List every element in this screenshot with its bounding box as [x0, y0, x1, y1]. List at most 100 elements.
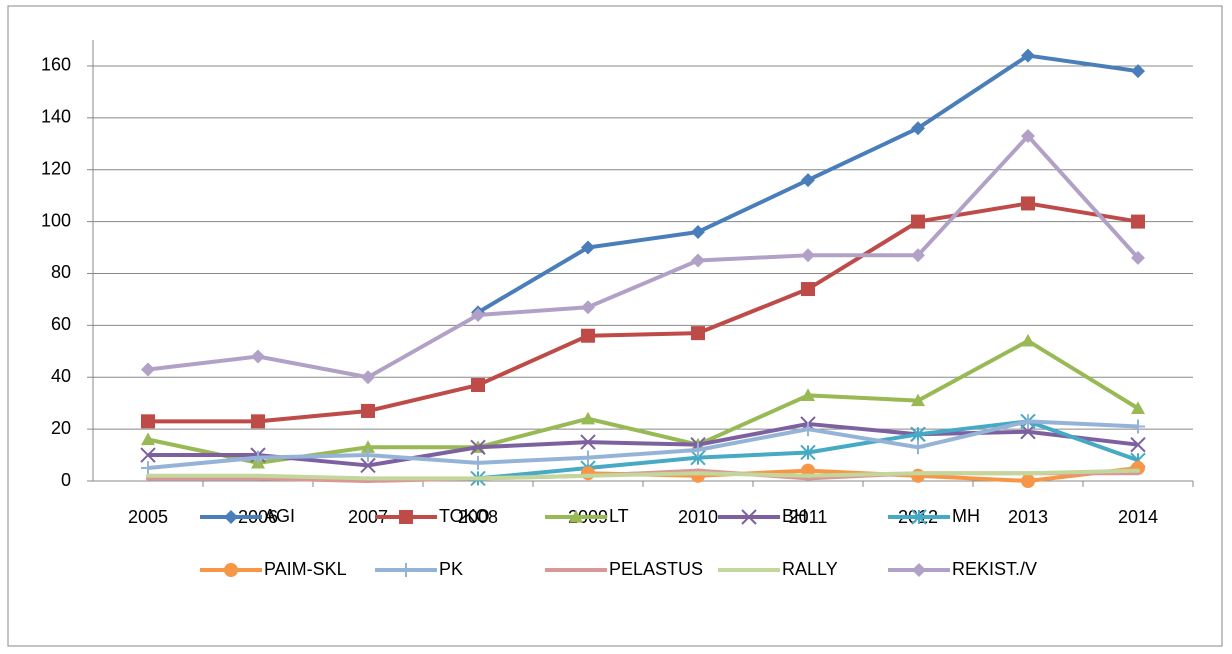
- data-point: [471, 307, 485, 322]
- legend-label: AGI: [264, 506, 295, 526]
- y-tick-label: 40: [51, 366, 71, 386]
- legend-label: MH: [952, 506, 980, 526]
- data-point: [580, 434, 596, 450]
- data-point: [911, 393, 925, 407]
- data-point: [801, 422, 815, 437]
- data-point: [1131, 401, 1145, 414]
- data-point: [141, 362, 155, 377]
- series-line: [147, 419, 1139, 471]
- data-point: [141, 461, 155, 476]
- x-tick-label: 2008: [458, 507, 498, 527]
- data-point: [916, 471, 920, 476]
- data-point: [251, 414, 265, 429]
- data-point: [1021, 196, 1035, 211]
- data-point: [581, 328, 595, 343]
- data-point: [691, 326, 705, 341]
- legend-marker: [224, 510, 238, 524]
- y-tick-label: 100: [41, 210, 71, 230]
- data-point: [910, 426, 926, 443]
- legend-label: PK: [439, 559, 463, 579]
- data-point: [911, 440, 925, 455]
- data-point: [586, 473, 590, 478]
- data-point: [801, 388, 815, 401]
- x-tick-label: 2011: [789, 507, 828, 527]
- data-point: [361, 403, 375, 418]
- series-line: [148, 468, 1139, 481]
- data-point: [911, 468, 925, 483]
- data-point: [581, 466, 595, 481]
- data-point: [1131, 64, 1145, 79]
- data-point: [801, 248, 815, 263]
- data-point: [1021, 128, 1035, 143]
- y-tick-label: 140: [41, 107, 71, 127]
- data-point: [1021, 414, 1035, 429]
- data-point: [911, 214, 925, 229]
- data-point: [581, 411, 595, 425]
- data-point: [1136, 468, 1140, 473]
- data-point: [141, 414, 155, 429]
- data-point: [691, 253, 705, 268]
- data-point: [140, 447, 156, 463]
- data-point: [146, 473, 150, 478]
- x-tick-label: 2007: [348, 507, 388, 527]
- x-tick-label: 2005: [128, 507, 168, 527]
- data-point: [1131, 250, 1145, 265]
- y-tick-label: 120: [41, 158, 71, 178]
- chart-border: [7, 5, 1223, 647]
- legend-marker: [399, 563, 413, 577]
- y-tick-label: 0: [61, 470, 71, 490]
- data-point: [806, 473, 810, 478]
- x-tick-label: 2013: [1008, 507, 1048, 527]
- legend-marker: [399, 510, 413, 524]
- legend-label: BH: [782, 506, 807, 526]
- legend-label: PELASTUS: [609, 559, 703, 579]
- data-point: [361, 448, 375, 463]
- data-point: [691, 442, 705, 457]
- data-point: [141, 432, 155, 446]
- data-point: [801, 173, 815, 188]
- x-tick-label: 2014: [1118, 507, 1158, 527]
- y-tick-label: 160: [41, 55, 71, 75]
- data-point: [911, 248, 925, 263]
- series-line: [147, 133, 1140, 380]
- data-point: [256, 473, 260, 478]
- data-point: [800, 444, 816, 461]
- data-point: [581, 300, 595, 315]
- legend-marker: [911, 509, 927, 525]
- data-point: [470, 439, 486, 455]
- legend-label: RALLY: [782, 559, 838, 579]
- data-point: [1026, 471, 1030, 476]
- legend-label: TOKO: [439, 506, 490, 526]
- series-line: [148, 201, 1139, 424]
- legend-label: REKIST./V: [952, 559, 1037, 579]
- data-point: [1130, 436, 1146, 453]
- legend-label: LT: [609, 506, 629, 526]
- y-tick-label: 80: [51, 262, 71, 282]
- data-point: [691, 224, 705, 239]
- x-tick-label: 2010: [678, 507, 718, 527]
- data-point: [1021, 333, 1035, 347]
- data-point: [581, 240, 595, 255]
- data-point: [251, 349, 265, 364]
- data-point: [1021, 474, 1035, 488]
- data-point: [471, 455, 485, 470]
- y-tick-label: 20: [51, 418, 71, 438]
- data-point: [361, 440, 375, 453]
- y-tick-label: 60: [51, 314, 71, 334]
- data-point: [911, 121, 925, 136]
- data-point: [1021, 48, 1035, 63]
- legend-marker: [912, 563, 926, 577]
- legend-marker: [741, 509, 757, 525]
- legend-marker: [569, 510, 583, 523]
- data-point: [361, 370, 375, 385]
- data-point: [1131, 214, 1145, 229]
- data-point: [360, 457, 376, 474]
- data-point: [366, 476, 370, 481]
- data-point: [696, 471, 700, 476]
- legend-label: PAIM-SKL: [264, 559, 347, 579]
- data-point: [471, 378, 485, 393]
- legend-marker: [224, 563, 238, 577]
- data-point: [581, 450, 595, 465]
